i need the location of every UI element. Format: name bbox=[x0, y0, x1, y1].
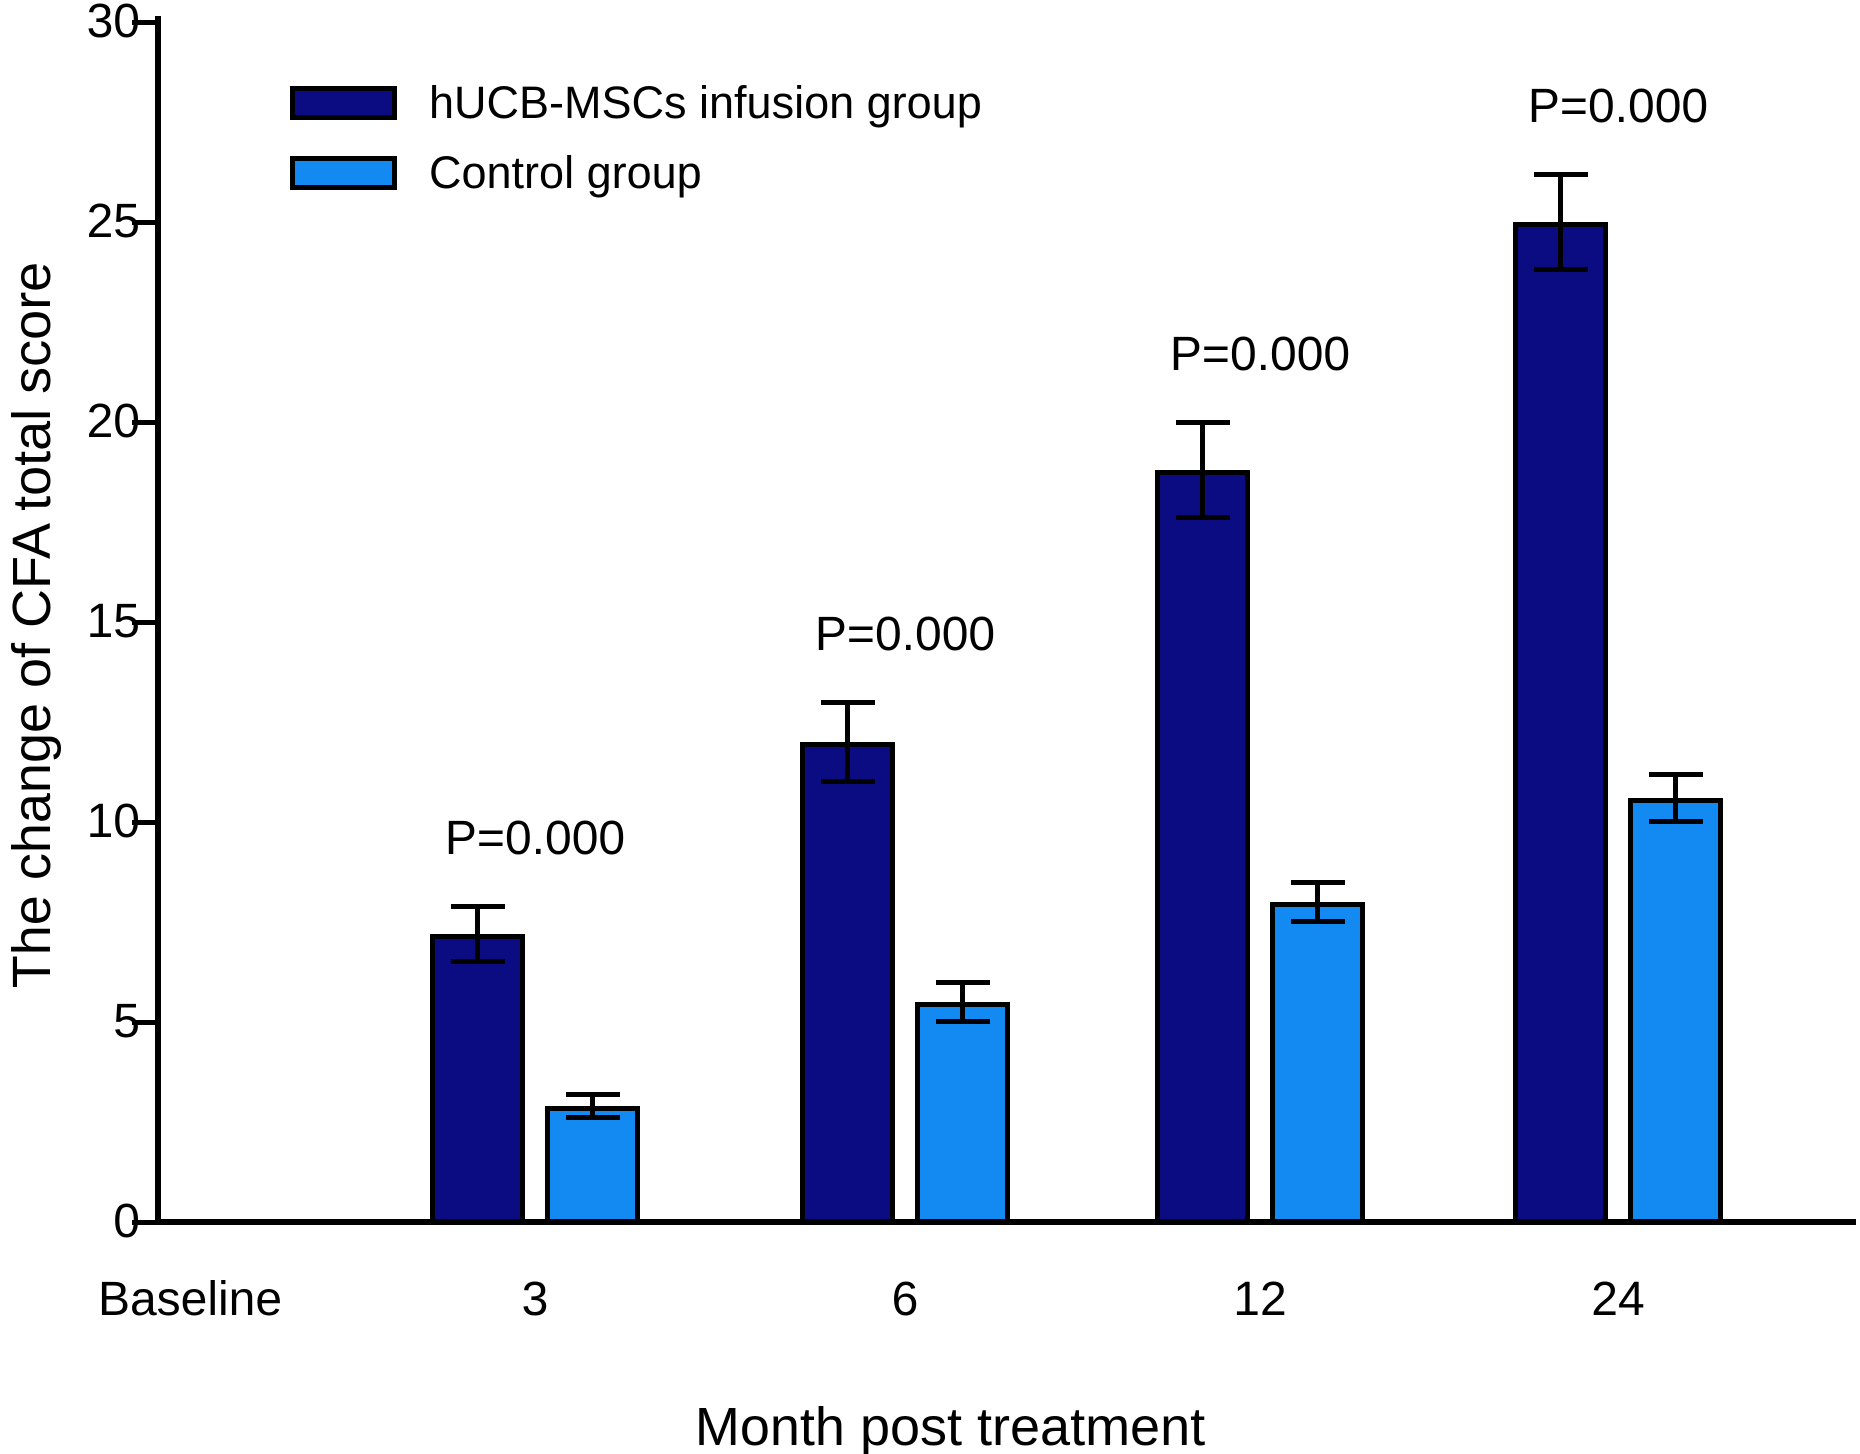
error-bar-line bbox=[590, 1094, 595, 1118]
bar-control-12 bbox=[1270, 902, 1365, 1225]
bar-control-3 bbox=[545, 1106, 640, 1225]
error-bar-cap-bottom bbox=[450, 959, 505, 964]
error-bar-cap-bottom bbox=[820, 779, 875, 784]
legend-item-control-group: Control group bbox=[290, 150, 982, 196]
x-tick-label-Baseline: Baseline bbox=[97, 1273, 283, 1326]
error-bar-cap-top bbox=[820, 700, 875, 705]
x-tick-label-6: 6 bbox=[891, 1273, 919, 1326]
bar-infusion-3 bbox=[430, 934, 525, 1225]
y-tick-mark bbox=[132, 1220, 158, 1225]
legend-item-infusion-group: hUCB-MSCs infusion group bbox=[290, 80, 982, 126]
bar-control-24 bbox=[1628, 798, 1723, 1225]
y-tick-mark bbox=[132, 220, 158, 225]
legend-swatch-infusion-group bbox=[290, 86, 397, 120]
error-bar-cap-bottom bbox=[1648, 819, 1703, 824]
legend-label-control-group: Control group bbox=[429, 147, 702, 198]
error-bar-cap-top bbox=[565, 1092, 620, 1097]
error-bar-line bbox=[960, 982, 965, 1022]
x-tick-label-3: 3 bbox=[521, 1273, 549, 1326]
p-value-label-24: P=0.000 bbox=[1527, 80, 1709, 133]
error-bar-line bbox=[1315, 882, 1320, 922]
y-tick-label: 0 bbox=[113, 1195, 140, 1248]
bar-infusion-24 bbox=[1513, 222, 1608, 1225]
y-tick-label: 25 bbox=[86, 195, 140, 248]
y-tick-mark bbox=[132, 820, 158, 825]
p-value-label-3: P=0.000 bbox=[444, 812, 626, 865]
error-bar-line bbox=[475, 906, 480, 962]
error-bar-cap-bottom bbox=[935, 1019, 990, 1024]
error-bar-cap-top bbox=[1175, 420, 1230, 425]
y-tick-label: 30 bbox=[86, 0, 140, 48]
error-bar-line bbox=[845, 702, 850, 782]
error-bar-cap-top bbox=[1290, 880, 1345, 885]
bar-infusion-12 bbox=[1155, 470, 1250, 1225]
error-bar-cap-bottom bbox=[1290, 919, 1345, 924]
x-tick-label-12: 12 bbox=[1233, 1273, 1287, 1326]
y-tick-label: 20 bbox=[86, 395, 140, 448]
legend: hUCB-MSCs infusion group Control group bbox=[290, 80, 982, 196]
error-bar-cap-top bbox=[1533, 172, 1588, 177]
x-axis-line bbox=[155, 1219, 1856, 1225]
y-tick-mark bbox=[132, 1020, 158, 1025]
y-axis-line bbox=[155, 16, 161, 1225]
bar-infusion-6 bbox=[800, 742, 895, 1225]
error-bar-cap-top bbox=[935, 980, 990, 985]
legend-swatch-control-group bbox=[290, 156, 397, 190]
error-bar-cap-top bbox=[1648, 772, 1703, 777]
y-tick-mark bbox=[132, 620, 158, 625]
y-tick-mark bbox=[132, 420, 158, 425]
legend-label-infusion-group: hUCB-MSCs infusion group bbox=[429, 77, 982, 128]
error-bar-cap-bottom bbox=[1533, 267, 1588, 272]
bar-control-6 bbox=[915, 1002, 1010, 1225]
p-value-label-12: P=0.000 bbox=[1169, 328, 1351, 381]
y-tick-label: 10 bbox=[86, 795, 140, 848]
y-tick-label: 5 bbox=[113, 995, 140, 1048]
x-axis-title: Month post treatment bbox=[694, 1397, 1206, 1454]
error-bar-line bbox=[1558, 174, 1563, 270]
error-bar-line bbox=[1200, 422, 1205, 518]
y-tick-label: 15 bbox=[86, 595, 140, 648]
error-bar-line bbox=[1673, 774, 1678, 822]
error-bar-cap-top bbox=[450, 904, 505, 909]
p-value-label-6: P=0.000 bbox=[814, 608, 996, 661]
error-bar-cap-bottom bbox=[565, 1115, 620, 1120]
error-bar-cap-bottom bbox=[1175, 515, 1230, 520]
y-tick-mark bbox=[132, 20, 158, 25]
x-tick-label-24: 24 bbox=[1591, 1273, 1645, 1326]
